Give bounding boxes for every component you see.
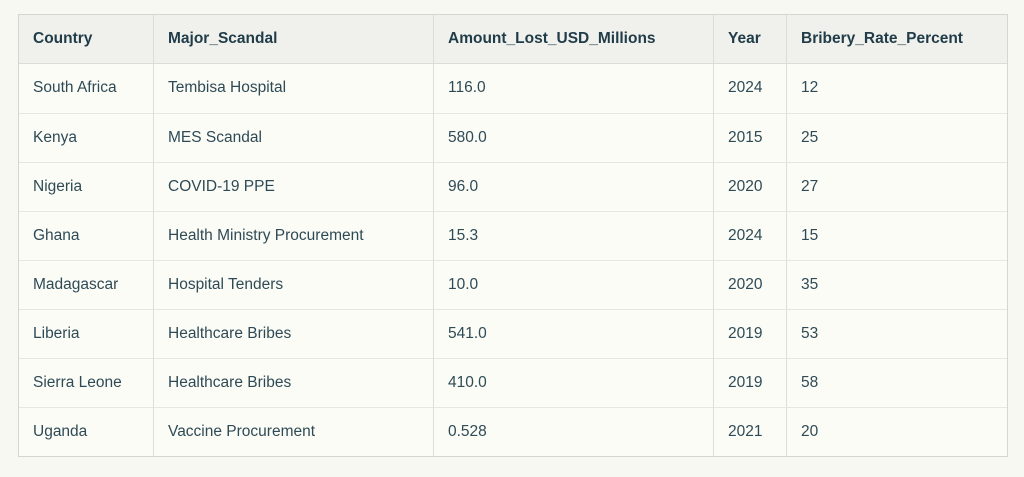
- cell-year: 2015: [713, 113, 786, 162]
- cell-year: 2020: [713, 260, 786, 309]
- cell-country: South Africa: [19, 64, 153, 113]
- cell-country: Sierra Leone: [19, 358, 153, 407]
- cell-bribery-rate-percent: 15: [786, 211, 1007, 260]
- cell-bribery-rate-percent: 12: [786, 64, 1007, 113]
- table-row: Liberia Healthcare Bribes 541.0 2019 53: [19, 309, 1007, 358]
- table-row: Uganda Vaccine Procurement 0.528 2021 20: [19, 407, 1007, 456]
- cell-major-scandal: Healthcare Bribes: [153, 309, 433, 358]
- cell-bribery-rate-percent: 20: [786, 407, 1007, 456]
- cell-year: 2024: [713, 64, 786, 113]
- cell-amount-lost-usd-millions: 116.0: [433, 64, 713, 113]
- cell-major-scandal: MES Scandal: [153, 113, 433, 162]
- cell-country: Nigeria: [19, 162, 153, 211]
- cell-amount-lost-usd-millions: 541.0: [433, 309, 713, 358]
- cell-year: 2019: [713, 358, 786, 407]
- cell-country: Madagascar: [19, 260, 153, 309]
- cell-major-scandal: Vaccine Procurement: [153, 407, 433, 456]
- cell-bribery-rate-percent: 53: [786, 309, 1007, 358]
- cell-amount-lost-usd-millions: 15.3: [433, 211, 713, 260]
- table-row: South Africa Tembisa Hospital 116.0 2024 12: [19, 64, 1007, 113]
- cell-amount-lost-usd-millions: 96.0: [433, 162, 713, 211]
- cell-bribery-rate-percent: 25: [786, 113, 1007, 162]
- column-header-country: Country: [19, 15, 153, 64]
- table-row: Madagascar Hospital Tenders 10.0 2020 35: [19, 260, 1007, 309]
- column-header-bribery-rate-percent: Bribery_Rate_Percent: [786, 15, 1007, 64]
- cell-major-scandal: Hospital Tenders: [153, 260, 433, 309]
- cell-bribery-rate-percent: 35: [786, 260, 1007, 309]
- cell-amount-lost-usd-millions: 580.0: [433, 113, 713, 162]
- header-row: Country Major_Scandal Amount_Lost_USD_Mill…: [19, 15, 1007, 64]
- cell-year: 2020: [713, 162, 786, 211]
- cell-bribery-rate-percent: 58: [786, 358, 1007, 407]
- column-header-amount-lost-usd-millions: Amount_Lost_USD_Millions: [433, 15, 713, 64]
- cell-major-scandal: Health Ministry Procurement: [153, 211, 433, 260]
- cell-year: 2021: [713, 407, 786, 456]
- cell-country: Uganda: [19, 407, 153, 456]
- cell-country: Kenya: [19, 113, 153, 162]
- table-row: Kenya MES Scandal 580.0 2015 25: [19, 113, 1007, 162]
- cell-major-scandal: COVID-19 PPE: [153, 162, 433, 211]
- cell-major-scandal: Tembisa Hospital: [153, 64, 433, 113]
- cell-major-scandal: Healthcare Bribes: [153, 358, 433, 407]
- cell-amount-lost-usd-millions: 0.528: [433, 407, 713, 456]
- health-corruption-table: Country Major_Scandal Amount_Lost_USD_Mill…: [18, 14, 1008, 457]
- table-row: Nigeria COVID-19 PPE 96.0 2020 27: [19, 162, 1007, 211]
- column-header-year: Year: [713, 15, 786, 64]
- table-row: Ghana Health Ministry Procurement 15.3 2024…: [19, 211, 1007, 260]
- table-body: South Africa Tembisa Hospital 116.0 2024 12 K…: [19, 64, 1007, 456]
- table-row: Sierra Leone Healthcare Bribes 410.0 2019 58: [19, 358, 1007, 407]
- column-header-major-scandal: Major_Scandal: [153, 15, 433, 64]
- cell-year: 2019: [713, 309, 786, 358]
- cell-country: Liberia: [19, 309, 153, 358]
- cell-country: Ghana: [19, 211, 153, 260]
- cell-amount-lost-usd-millions: 410.0: [433, 358, 713, 407]
- cell-bribery-rate-percent: 27: [786, 162, 1007, 211]
- cell-year: 2024: [713, 211, 786, 260]
- cell-amount-lost-usd-millions: 10.0: [433, 260, 713, 309]
